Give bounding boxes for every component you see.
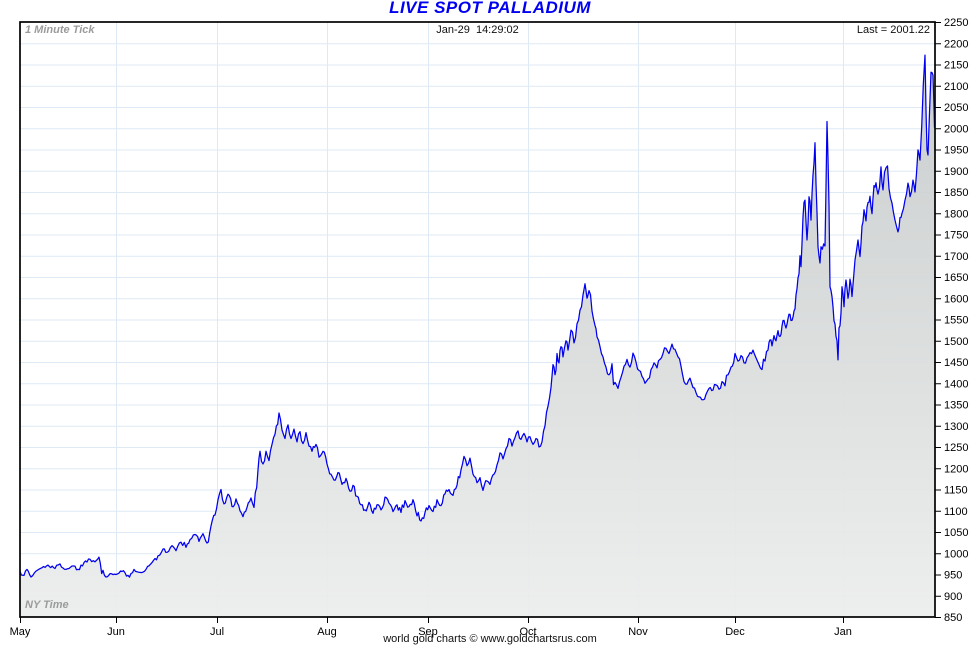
svg-text:900: 900: [944, 591, 962, 603]
page-title: LIVE SPOT PALLADIUM: [389, 0, 591, 17]
area-fill: [20, 55, 935, 618]
svg-text:1050: 1050: [944, 527, 968, 539]
svg-text:1000: 1000: [944, 548, 968, 560]
svg-text:850: 850: [944, 612, 962, 624]
svg-text:Jun: Jun: [107, 626, 125, 638]
svg-text:1250: 1250: [944, 442, 968, 454]
svg-text:Jul: Jul: [210, 626, 224, 638]
timezone-label: NY Time: [25, 599, 69, 611]
last-price-label: Last = 2001.22: [856, 24, 930, 36]
tick-interval-label: 1 Minute Tick: [25, 24, 95, 36]
svg-text:1550: 1550: [944, 315, 968, 327]
svg-text:1400: 1400: [944, 378, 968, 390]
gridlines: [20, 22, 935, 617]
svg-text:Dec: Dec: [725, 626, 745, 638]
svg-text:Aug: Aug: [317, 626, 337, 638]
svg-text:1150: 1150: [944, 485, 968, 497]
svg-text:Oct: Oct: [519, 626, 536, 638]
svg-text:950: 950: [944, 570, 962, 582]
svg-text:Jan: Jan: [834, 626, 852, 638]
svg-text:2000: 2000: [944, 123, 968, 135]
quote-timestamp: Jan-29 14:29:02: [436, 24, 519, 36]
svg-text:May: May: [10, 626, 31, 638]
svg-text:1850: 1850: [944, 187, 968, 199]
svg-text:1100: 1100: [944, 506, 968, 518]
svg-text:1750: 1750: [944, 230, 968, 242]
svg-text:1800: 1800: [944, 208, 968, 220]
svg-text:2050: 2050: [944, 102, 968, 114]
y-axis-labels: 2250 2200 2150 2100 2050 2000 1950 1900 1850 1800…: [935, 17, 968, 624]
svg-text:2100: 2100: [944, 81, 968, 93]
svg-text:1300: 1300: [944, 421, 968, 433]
svg-text:Sep: Sep: [418, 626, 438, 638]
svg-text:1900: 1900: [944, 166, 968, 178]
svg-text:1650: 1650: [944, 272, 968, 284]
svg-text:1700: 1700: [944, 251, 968, 263]
svg-text:1450: 1450: [944, 357, 968, 369]
svg-text:1950: 1950: [944, 145, 968, 157]
svg-text:1600: 1600: [944, 293, 968, 305]
x-axis-labels: May Jun Jul Aug Sep Oct Nov Dec Jan: [10, 617, 852, 638]
svg-text:Nov: Nov: [628, 626, 648, 638]
svg-text:1500: 1500: [944, 336, 968, 348]
svg-text:2150: 2150: [944, 60, 968, 72]
svg-text:2250: 2250: [944, 17, 968, 29]
copyright-footer: world gold charts © www.goldchartsrus.co…: [383, 633, 597, 645]
price-line: [19, 54, 936, 578]
svg-text:2200: 2200: [944, 38, 968, 50]
svg-text:1350: 1350: [944, 400, 968, 412]
svg-text:1200: 1200: [944, 463, 968, 475]
